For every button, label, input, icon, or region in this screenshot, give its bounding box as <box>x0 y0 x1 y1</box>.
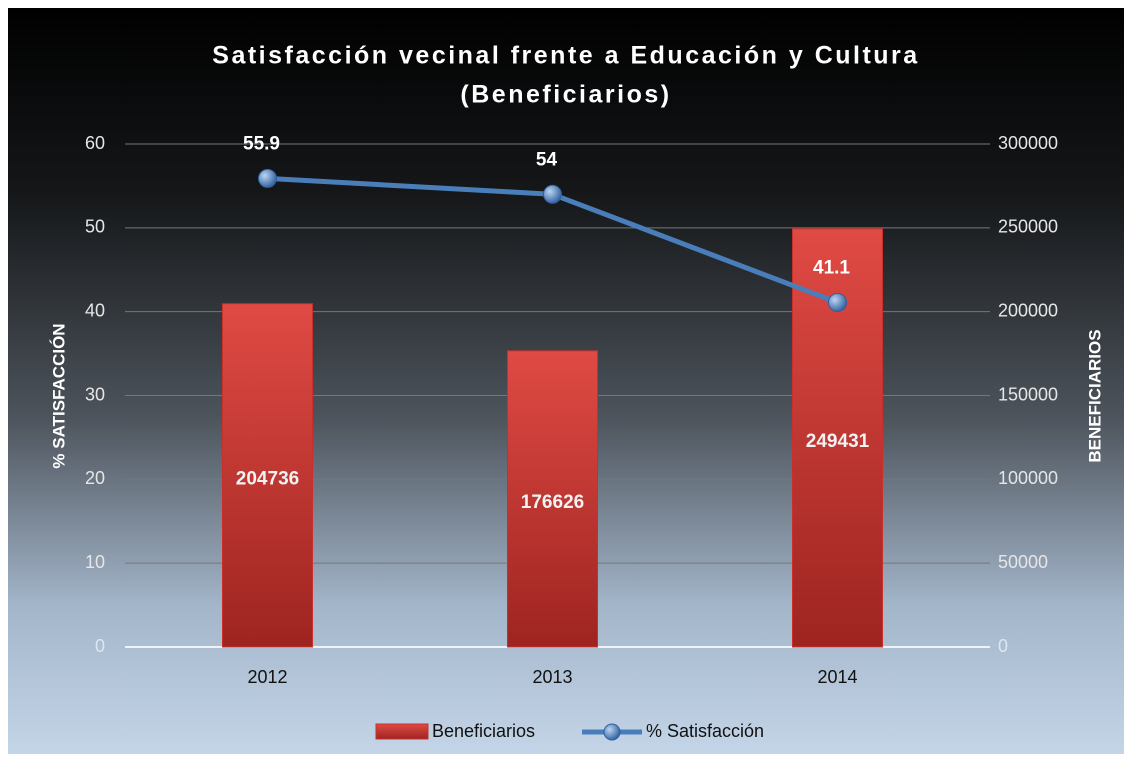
y-tick-label: 0 <box>95 636 105 656</box>
y-tick-label: 50 <box>85 217 105 237</box>
y2-tick-label: 50000 <box>998 552 1048 572</box>
line-value-label: 41.1 <box>813 257 850 278</box>
y2-axis-label: BENEFICIARIOS <box>1085 329 1104 462</box>
y2-tick-label: 200000 <box>998 300 1058 320</box>
y-tick-label: 10 <box>85 552 105 572</box>
legend-label: Beneficiarios <box>432 721 535 741</box>
chart-title: (Beneficiarios) <box>460 81 671 109</box>
x-tick-label: 2014 <box>817 667 857 687</box>
y2-tick-label: 300000 <box>998 133 1058 153</box>
bar-value-label: 176626 <box>521 492 584 513</box>
y2-tick-label: 100000 <box>998 468 1058 488</box>
y-tick-label: 30 <box>85 384 105 404</box>
y-tick-label: 60 <box>85 133 105 153</box>
x-tick-label: 2012 <box>247 667 287 687</box>
legend-swatch <box>603 723 621 741</box>
chart-title: Satisfacción vecinal frente a Educación … <box>212 42 919 70</box>
legend-swatch <box>375 723 429 740</box>
bar <box>222 303 313 648</box>
y-tick-label: 40 <box>85 300 105 320</box>
bar-value-label: 249431 <box>806 431 870 452</box>
bar-value-label: 204736 <box>236 468 299 489</box>
line-marker <box>258 168 277 188</box>
y-tick-label: 20 <box>85 468 105 488</box>
line-value-label: 54 <box>536 149 558 170</box>
y2-tick-label: 250000 <box>998 217 1058 237</box>
line-marker <box>543 184 562 204</box>
x-tick-label: 2013 <box>532 667 572 687</box>
legend-label: % Satisfacción <box>646 721 764 741</box>
y2-tick-label: 150000 <box>998 384 1058 404</box>
line-marker <box>828 292 847 312</box>
bar <box>507 350 598 648</box>
y2-tick-label: 0 <box>998 636 1008 656</box>
line-value-label: 55.9 <box>243 133 280 154</box>
y-axis-label: % SATISFACCIÓN <box>49 323 68 468</box>
